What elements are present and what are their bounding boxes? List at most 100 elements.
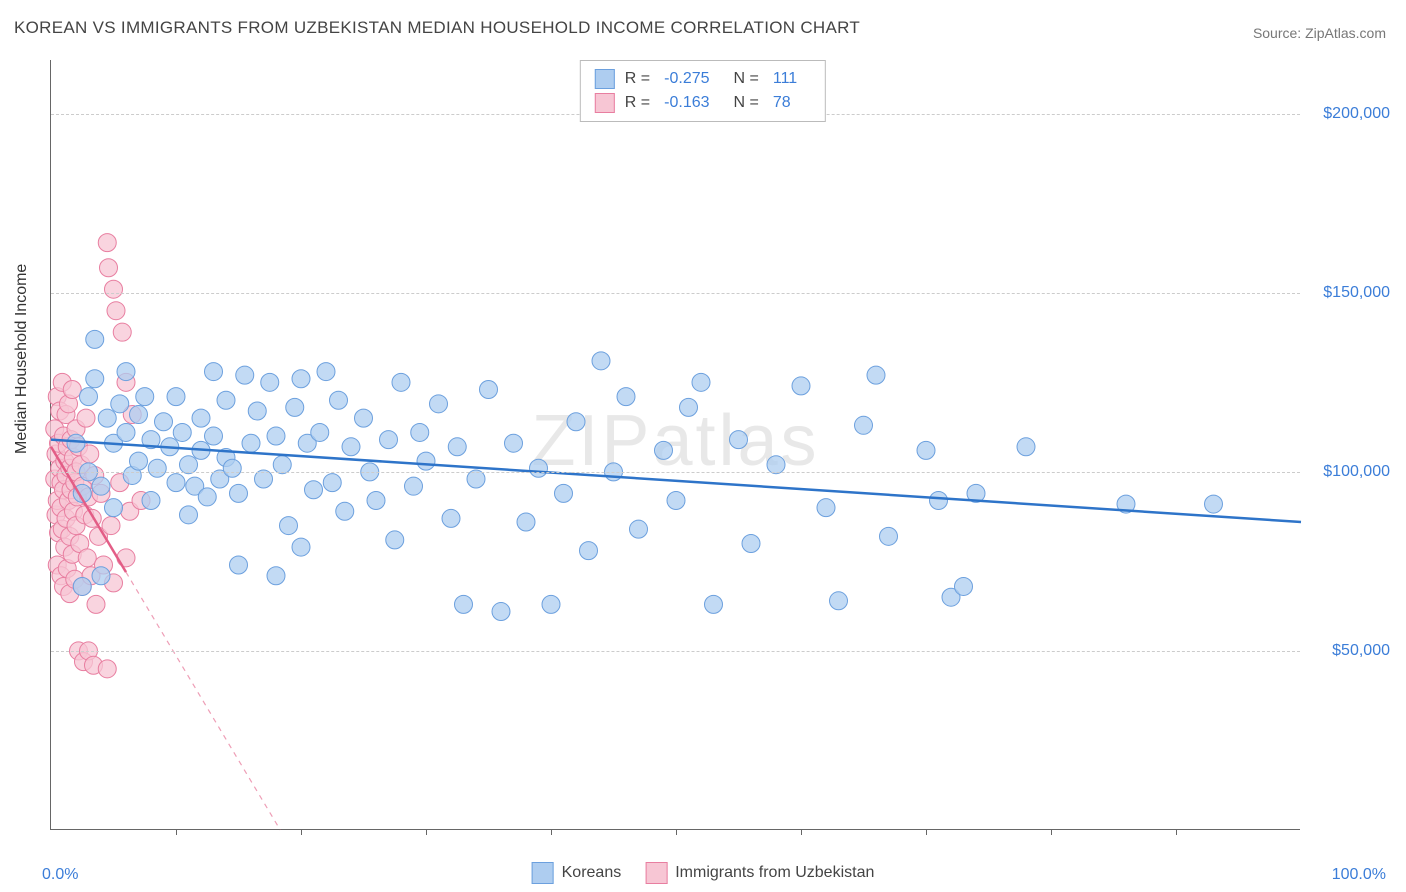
scatter-point <box>492 603 510 621</box>
scatter-point <box>136 388 154 406</box>
scatter-point <box>342 438 360 456</box>
scatter-point <box>311 423 329 441</box>
legend-swatch-1 <box>645 862 667 884</box>
scatter-point <box>280 517 298 535</box>
scatter-point <box>92 567 110 585</box>
scatter-point <box>917 441 935 459</box>
chart-container: KOREAN VS IMMIGRANTS FROM UZBEKISTAN MED… <box>0 0 1406 892</box>
scatter-point <box>117 549 135 567</box>
scatter-point <box>77 409 95 427</box>
scatter-point <box>867 366 885 384</box>
scatter-point <box>80 388 98 406</box>
stat-n-label-1: N = <box>734 94 759 112</box>
swatch-series-0 <box>595 69 615 89</box>
scatter-point <box>505 434 523 452</box>
scatter-point <box>455 595 473 613</box>
scatter-point <box>98 660 116 678</box>
scatter-point <box>98 234 116 252</box>
scatter-point <box>411 423 429 441</box>
scatter-point <box>102 517 120 535</box>
scatter-point <box>855 416 873 434</box>
x-tick <box>926 829 927 835</box>
legend-item-0: Koreans <box>532 862 622 884</box>
scatter-point <box>692 373 710 391</box>
scatter-point <box>705 595 723 613</box>
scatter-point <box>242 434 260 452</box>
scatter-point <box>205 363 223 381</box>
scatter-point <box>267 427 285 445</box>
scatter-point <box>930 492 948 510</box>
swatch-series-1 <box>595 93 615 113</box>
scatter-point <box>87 595 105 613</box>
stat-n-label-0: N = <box>734 70 759 88</box>
scatter-point <box>63 380 81 398</box>
scatter-point <box>580 542 598 560</box>
scatter-point <box>105 499 123 517</box>
scatter-point <box>173 423 191 441</box>
y-axis-title: Median Household Income <box>13 264 31 454</box>
scatter-point <box>261 373 279 391</box>
scatter-point <box>517 513 535 531</box>
scatter-point <box>367 492 385 510</box>
scatter-point <box>117 363 135 381</box>
scatter-point <box>67 434 85 452</box>
scatter-point <box>317 363 335 381</box>
scatter-point <box>113 323 131 341</box>
scatter-point <box>286 398 304 416</box>
scatter-point <box>198 488 216 506</box>
scatter-point <box>230 556 248 574</box>
scatter-point <box>442 509 460 527</box>
scatter-point <box>73 577 91 595</box>
scatter-point <box>86 370 104 388</box>
scatter-point <box>292 370 310 388</box>
x-tick <box>1051 829 1052 835</box>
scatter-point <box>480 380 498 398</box>
scatter-point <box>167 388 185 406</box>
scatter-point <box>405 477 423 495</box>
scatter-point <box>292 538 310 556</box>
stat-r-label-1: R = <box>625 94 650 112</box>
scatter-point <box>567 413 585 431</box>
trend-line-extension <box>126 572 280 830</box>
scatter-point <box>792 377 810 395</box>
scatter-point <box>380 431 398 449</box>
y-tick-label: $50,000 <box>1332 642 1390 660</box>
scatter-point <box>180 506 198 524</box>
scatter-point <box>336 502 354 520</box>
y-tick-label: $200,000 <box>1323 105 1390 123</box>
scatter-point <box>742 534 760 552</box>
scatter-point <box>617 388 635 406</box>
stats-row-series-0: R = -0.275 N = 111 <box>595 67 811 91</box>
legend-item-1: Immigrants from Uzbekistan <box>645 862 874 884</box>
scatter-point <box>217 391 235 409</box>
scatter-point <box>142 492 160 510</box>
x-axis-max-label: 100.0% <box>1332 866 1386 884</box>
scatter-point <box>205 427 223 445</box>
x-tick <box>301 829 302 835</box>
gridline-h <box>51 472 1300 473</box>
stat-r-value-0: -0.275 <box>664 70 709 88</box>
scatter-point <box>100 259 118 277</box>
stats-row-series-1: R = -0.163 N = 78 <box>595 91 811 115</box>
bottom-legend: Koreans Immigrants from Uzbekistan <box>532 862 875 884</box>
gridline-h <box>51 293 1300 294</box>
scatter-point <box>592 352 610 370</box>
scatter-point <box>92 477 110 495</box>
stat-n-value-1: 78 <box>773 94 791 112</box>
y-tick-label: $150,000 <box>1323 284 1390 302</box>
legend-label-1: Immigrants from Uzbekistan <box>675 864 874 882</box>
scatter-point <box>680 398 698 416</box>
scatter-point <box>730 431 748 449</box>
x-axis-min-label: 0.0% <box>42 866 78 884</box>
scatter-point <box>167 474 185 492</box>
scatter-point <box>667 492 685 510</box>
scatter-point <box>130 406 148 424</box>
scatter-point <box>555 484 573 502</box>
scatter-point <box>1017 438 1035 456</box>
scatter-point <box>105 280 123 298</box>
x-tick <box>676 829 677 835</box>
stat-n-value-0: 111 <box>773 70 797 88</box>
scatter-point <box>880 527 898 545</box>
legend-label-0: Koreans <box>562 864 622 882</box>
scatter-point <box>330 391 348 409</box>
